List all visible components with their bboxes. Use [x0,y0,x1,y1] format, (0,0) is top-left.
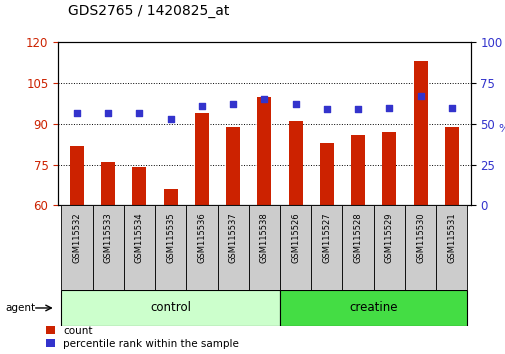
Point [260,97,268,102]
Bar [288,121,302,205]
Point [135,110,143,115]
FancyBboxPatch shape [311,205,342,290]
Point [384,105,392,110]
FancyBboxPatch shape [435,205,467,290]
Point [166,116,174,122]
FancyBboxPatch shape [404,205,435,290]
Point [104,110,112,115]
Point [229,102,237,107]
Bar [226,127,240,205]
Point [416,93,424,99]
Bar [194,113,209,205]
Bar [70,145,84,205]
FancyBboxPatch shape [155,205,186,290]
FancyBboxPatch shape [61,290,279,326]
Text: GSM115529: GSM115529 [384,212,393,263]
Text: GSM115536: GSM115536 [197,212,206,263]
Text: GSM115530: GSM115530 [415,212,424,263]
Text: GSM115534: GSM115534 [135,212,143,263]
Y-axis label: %: % [497,124,505,134]
Text: agent: agent [5,303,35,313]
FancyBboxPatch shape [373,205,404,290]
Bar [350,135,365,205]
FancyBboxPatch shape [61,205,92,290]
FancyBboxPatch shape [279,205,311,290]
Point [354,107,362,112]
Text: GSM115535: GSM115535 [166,212,175,263]
Bar [257,97,271,205]
Text: control: control [150,302,191,314]
Text: GSM115531: GSM115531 [446,212,456,263]
Point [73,110,81,115]
Bar [319,143,333,205]
FancyBboxPatch shape [342,205,373,290]
Point [322,107,330,112]
Text: GSM115526: GSM115526 [290,212,299,263]
FancyBboxPatch shape [124,205,155,290]
Bar [382,132,395,205]
Point [447,105,455,110]
Text: GSM115537: GSM115537 [228,212,237,263]
Text: GSM115528: GSM115528 [353,212,362,263]
Text: GSM115532: GSM115532 [72,212,81,263]
Text: GDS2765 / 1420825_at: GDS2765 / 1420825_at [68,4,229,18]
Bar [444,127,458,205]
FancyBboxPatch shape [248,205,279,290]
Bar [413,62,427,205]
Text: GSM115527: GSM115527 [322,212,331,263]
Bar [163,189,177,205]
FancyBboxPatch shape [186,205,217,290]
Text: creatine: creatine [349,302,397,314]
FancyBboxPatch shape [279,290,467,326]
FancyBboxPatch shape [217,205,248,290]
Text: GSM115538: GSM115538 [260,212,268,263]
FancyBboxPatch shape [92,205,124,290]
Bar [101,162,115,205]
Point [291,102,299,107]
Legend: count, percentile rank within the sample: count, percentile rank within the sample [45,326,239,349]
Bar [132,167,146,205]
Point [197,103,206,109]
Text: GSM115533: GSM115533 [104,212,113,263]
